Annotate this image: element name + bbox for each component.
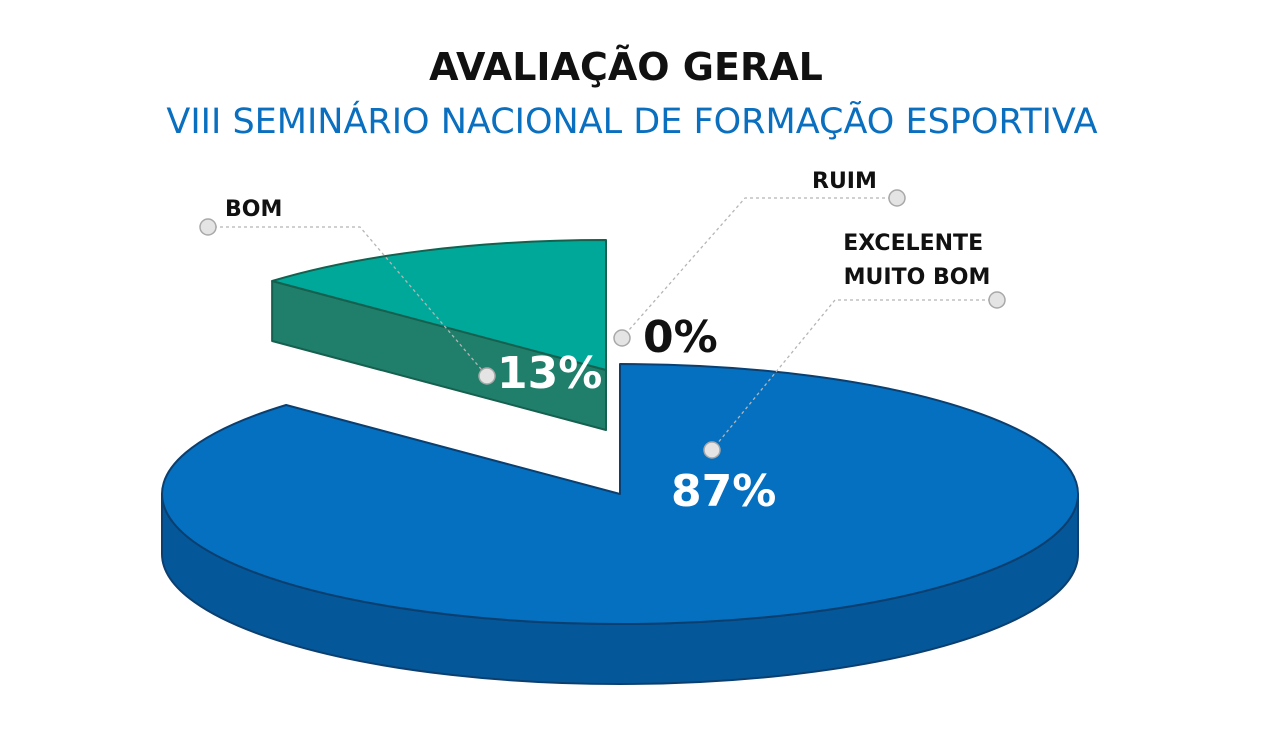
callout-dot: [888, 189, 906, 207]
callout-dot: [199, 218, 217, 236]
callout-dots: [199, 189, 1006, 459]
value-label-bom: 13%: [497, 348, 602, 399]
chart-subtitle: VIII SEMINÁRIO NACIONAL DE FORMAÇÃO ESPO…: [166, 100, 1097, 142]
value-label-ruim: 0%: [643, 312, 718, 363]
callout-dot: [988, 291, 1006, 309]
pie-body: [161, 239, 1079, 685]
slice-excelente-muito-bom: [161, 363, 1079, 625]
label-ruim: RUIM: [812, 169, 877, 194]
value-label-excelente: 87%: [671, 466, 776, 517]
callout-line-excelente: [711, 299, 997, 451]
callout-dot: [613, 329, 631, 347]
label-bom: BOM: [225, 197, 282, 222]
label-excelente-muito-bom: EXCELENTE MUITO BOM: [843, 231, 991, 290]
label-line: MUITO BOM: [844, 265, 991, 290]
chart-title: AVALIAÇÃO GERAL: [429, 45, 823, 89]
callout-dot: [703, 441, 721, 459]
callout-line-bom: [208, 226, 488, 377]
callout-line-ruim: [621, 197, 897, 339]
slice-bom: [271, 239, 607, 371]
label-line: EXCELENTE: [843, 231, 983, 256]
callout-dot: [478, 367, 496, 385]
callout-lines: [208, 197, 997, 451]
